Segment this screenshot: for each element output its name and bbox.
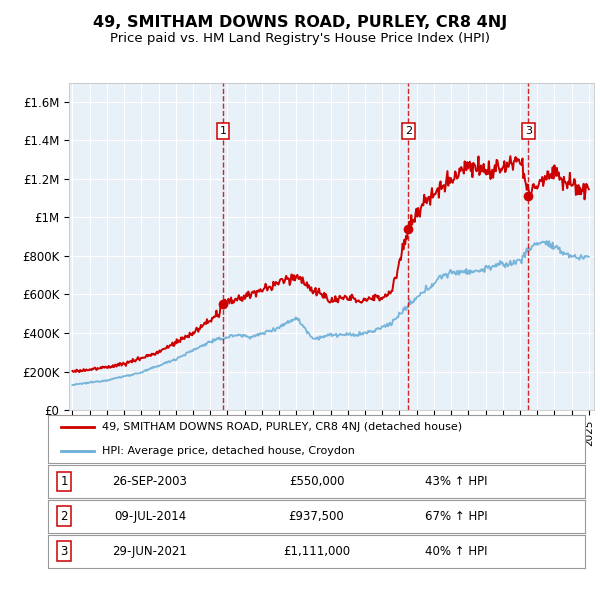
Text: £550,000: £550,000	[289, 475, 344, 488]
Text: 29-JUN-2021: 29-JUN-2021	[113, 545, 187, 558]
Text: 43% ↑ HPI: 43% ↑ HPI	[425, 475, 487, 488]
Text: 1: 1	[61, 475, 68, 488]
Text: 40% ↑ HPI: 40% ↑ HPI	[425, 545, 487, 558]
Text: 1: 1	[220, 126, 226, 136]
Text: 49, SMITHAM DOWNS ROAD, PURLEY, CR8 4NJ (detached house): 49, SMITHAM DOWNS ROAD, PURLEY, CR8 4NJ …	[102, 422, 462, 432]
Text: 67% ↑ HPI: 67% ↑ HPI	[425, 510, 487, 523]
Text: 3: 3	[525, 126, 532, 136]
Text: 2: 2	[405, 126, 412, 136]
Text: 3: 3	[61, 545, 68, 558]
Text: 2: 2	[61, 510, 68, 523]
Text: Price paid vs. HM Land Registry's House Price Index (HPI): Price paid vs. HM Land Registry's House …	[110, 32, 490, 45]
Text: HPI: Average price, detached house, Croydon: HPI: Average price, detached house, Croy…	[102, 445, 355, 455]
Text: £937,500: £937,500	[289, 510, 344, 523]
Text: 26-SEP-2003: 26-SEP-2003	[113, 475, 187, 488]
Text: 09-JUL-2014: 09-JUL-2014	[114, 510, 186, 523]
Text: 49, SMITHAM DOWNS ROAD, PURLEY, CR8 4NJ: 49, SMITHAM DOWNS ROAD, PURLEY, CR8 4NJ	[93, 15, 507, 30]
Text: £1,111,000: £1,111,000	[283, 545, 350, 558]
